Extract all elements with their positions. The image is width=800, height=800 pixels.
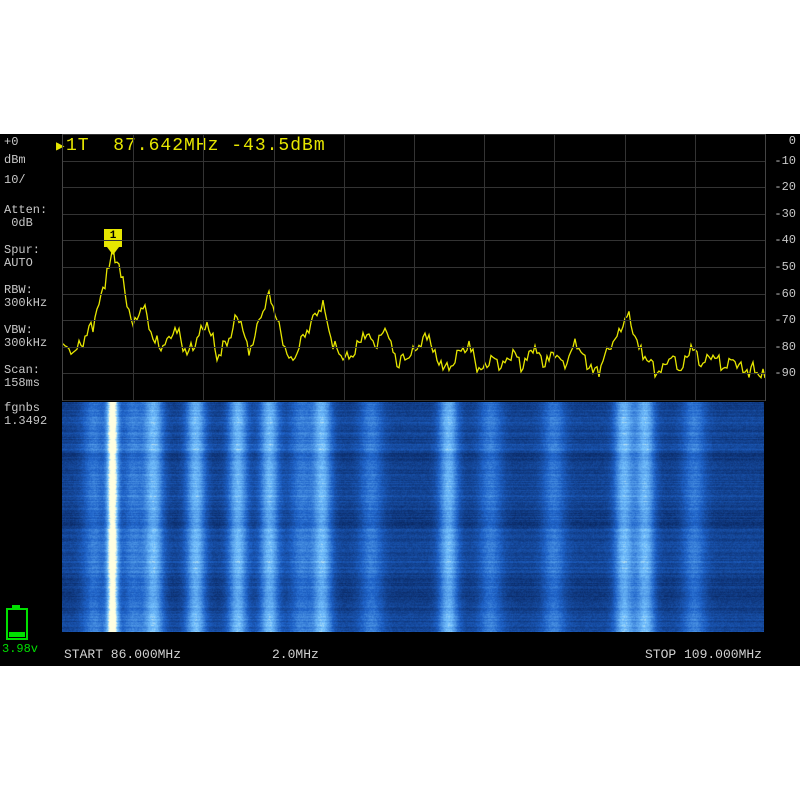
spectrum-plot[interactable]: 1 [62,134,766,401]
span-label: 2.0MHz [272,647,319,662]
left-label: RBW:300kHz [4,284,47,310]
left-label: dBm [4,154,26,167]
left-label: VBW:300kHz [4,324,47,350]
battery-icon [6,608,28,640]
left-label: fgnbs1.3492 [4,402,47,428]
y-tick: -40 [774,233,796,247]
y-tick: -80 [774,340,796,354]
left-label: 10/ [4,174,26,187]
left-label: Atten: 0dB [4,204,47,230]
y-tick: 0 [789,134,796,148]
start-freq-label: START 86.000MHz [64,647,181,662]
marker-flag[interactable]: 1 [103,228,123,248]
y-tick: -50 [774,260,796,274]
left-label: Scan:158ms [4,364,40,390]
y-tick: -10 [774,154,796,168]
y-tick: -20 [774,180,796,194]
left-label: Spur:AUTO [4,244,40,270]
y-tick: -90 [774,366,796,380]
y-tick: -30 [774,207,796,221]
stop-freq-label: STOP 109.000MHz [645,647,762,662]
left-label: +0 [4,136,18,149]
y-tick: -60 [774,287,796,301]
waterfall-display[interactable] [62,402,764,632]
left-info-column: +0 dBm 10/Atten: 0dB Spur:AUTO RBW:300kHz VBW… [0,134,62,666]
spectrum-analyzer-screen: +0 dBm 10/Atten: 0dB Spur:AUTO RBW:300kHz VBW… [0,134,800,666]
battery-voltage: 3.98v [2,642,38,656]
y-tick: -70 [774,313,796,327]
waterfall-canvas [62,402,764,632]
